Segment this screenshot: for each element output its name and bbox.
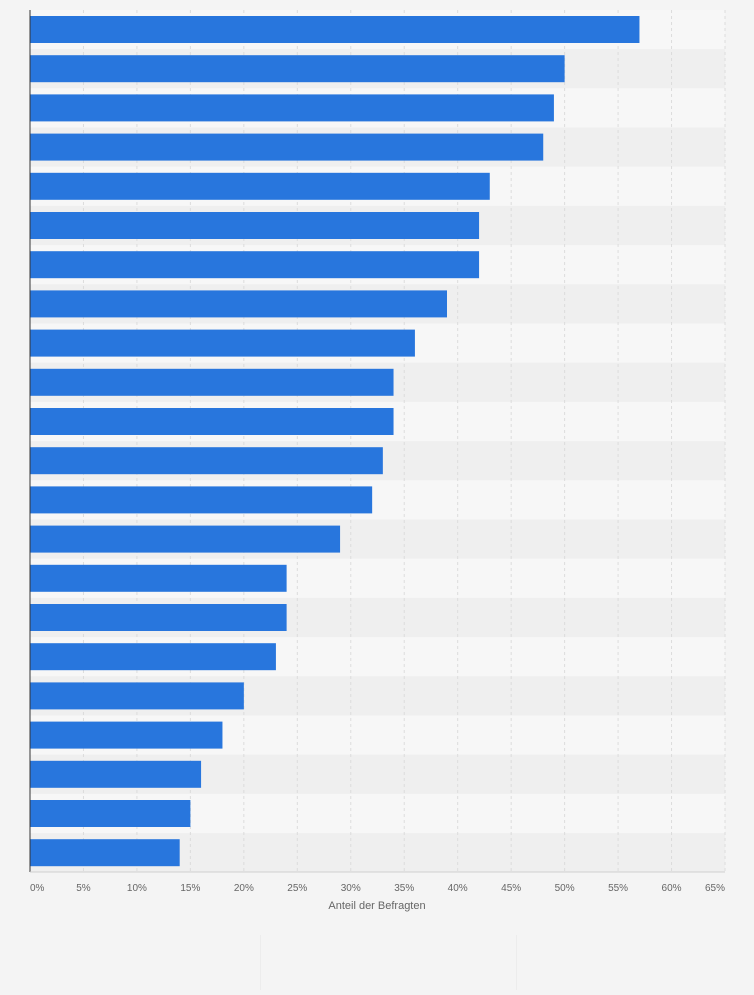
x-tick-label: 25% bbox=[287, 883, 307, 894]
bar[interactable] bbox=[30, 682, 244, 710]
bar[interactable] bbox=[30, 760, 202, 788]
x-tick-label: 0% bbox=[30, 883, 45, 894]
bar[interactable] bbox=[30, 368, 394, 396]
bar[interactable] bbox=[30, 94, 554, 122]
bar[interactable] bbox=[30, 16, 640, 43]
x-tick-label: 10% bbox=[127, 883, 147, 894]
bar[interactable] bbox=[30, 721, 223, 749]
bar[interactable] bbox=[30, 525, 341, 553]
bar[interactable] bbox=[30, 447, 383, 475]
x-axis-title: Anteil der Befragten bbox=[328, 900, 425, 912]
x-tick-label: 50% bbox=[555, 883, 575, 894]
bar[interactable] bbox=[30, 486, 373, 514]
bar[interactable] bbox=[30, 643, 276, 671]
x-tick-label: 40% bbox=[448, 883, 468, 894]
axes bbox=[29, 10, 725, 873]
bar[interactable] bbox=[30, 251, 480, 279]
x-tick-labels: 0% 5% 10% 15% 20% 25% 30% 35% 40% 45% 50% 55% 60% 65% bbox=[30, 883, 725, 894]
bar[interactable] bbox=[30, 408, 394, 435]
footer-divider bbox=[516, 935, 517, 990]
bar[interactable] bbox=[30, 329, 415, 357]
bar[interactable] bbox=[30, 839, 180, 867]
x-tick-label: 15% bbox=[180, 883, 200, 894]
x-tick-label: 60% bbox=[662, 883, 682, 894]
bar[interactable] bbox=[30, 564, 287, 592]
bar[interactable] bbox=[30, 212, 480, 239]
x-tick-label: 45% bbox=[501, 883, 521, 894]
x-tick-label: 30% bbox=[341, 883, 361, 894]
bars bbox=[30, 16, 640, 867]
x-tick-label: 55% bbox=[608, 883, 628, 894]
x-tick-label: 5% bbox=[76, 883, 91, 894]
bar[interactable] bbox=[30, 55, 565, 83]
bar[interactable] bbox=[30, 800, 191, 827]
bar[interactable] bbox=[30, 172, 490, 200]
x-tick-label: 65% bbox=[705, 883, 725, 894]
bar[interactable] bbox=[30, 604, 287, 631]
x-tick-label: 35% bbox=[394, 883, 414, 894]
x-tick-label: 20% bbox=[234, 883, 254, 894]
footer-divider bbox=[260, 935, 261, 990]
bar[interactable] bbox=[30, 290, 447, 318]
bar[interactable] bbox=[30, 133, 544, 161]
